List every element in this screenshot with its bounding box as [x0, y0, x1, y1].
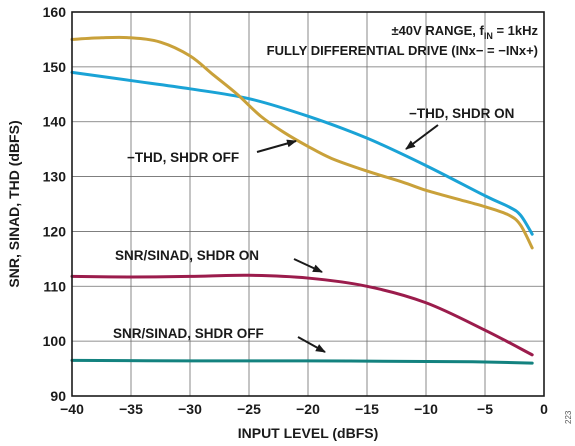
y-tick-label: 140 — [43, 114, 67, 130]
series-snr-shdr-on — [70, 273, 534, 357]
x-tick-label: −5 — [477, 401, 493, 417]
y-tick-label: 120 — [43, 223, 67, 239]
figure-number: 223 — [564, 410, 573, 424]
x-tick-label: 0 — [540, 401, 548, 417]
arrow-snr-shdr-on — [293, 258, 323, 273]
y-tick-label: 130 — [43, 169, 67, 185]
y-tick-label: 110 — [43, 278, 66, 294]
x-tick-labels: −40 −35 −30 −25 −20 −15 −10 −5 0 — [60, 401, 548, 417]
series-thd-shdr-off — [70, 35, 534, 250]
x-tick-label: −35 — [119, 401, 143, 417]
label-snr-shdr-on: SNR/SINAD, SHDR ON — [115, 248, 259, 263]
y-tick-label: 160 — [43, 4, 67, 20]
series-layer — [70, 35, 534, 365]
series-thd-shdr-on — [70, 70, 534, 236]
x-tick-label: −10 — [414, 401, 438, 417]
y-tick-label: 90 — [50, 388, 66, 404]
x-tick-label: −40 — [60, 401, 84, 417]
label-snr-shdr-off: SNR/SINAD, SHDR OFF — [113, 326, 264, 341]
label-thd-shdr-off: −THD, SHDR OFF — [127, 150, 239, 165]
range-note: ±40V RANGE, fIN = 1kHz — [391, 23, 538, 41]
y-axis-title: SNR, SINAD, THD (dBFS) — [6, 120, 22, 287]
arrow-thd-shdr-off — [256, 139, 297, 153]
y-tick-labels: 90 100 110 120 130 140 150 160 — [43, 4, 67, 404]
x-tick-label: −15 — [355, 401, 379, 417]
y-tick-label: 150 — [43, 59, 67, 75]
x-tick-label: −25 — [237, 401, 261, 417]
series-snr-shdr-off — [70, 358, 534, 365]
arrow-thd-shdr-on — [405, 124, 439, 150]
label-thd-shdr-on: −THD, SHDR ON — [409, 106, 514, 121]
y-tick-label: 100 — [43, 333, 67, 349]
grid — [72, 12, 544, 396]
drive-note: FULLY DIFFERENTIAL DRIVE (INx− = −INx+) — [267, 43, 538, 58]
plot-frame — [71, 11, 545, 397]
x-tick-label: −30 — [178, 401, 202, 417]
x-axis-title: INPUT LEVEL (dBFS) — [238, 425, 379, 441]
x-tick-label: −20 — [296, 401, 320, 417]
arrow-snr-shdr-off — [297, 336, 326, 353]
